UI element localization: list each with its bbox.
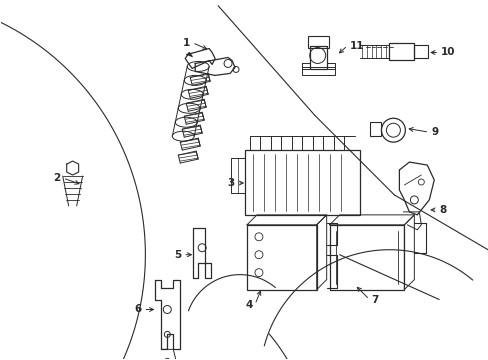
Text: 9: 9 (430, 127, 438, 137)
Bar (307, 36, 328, 48)
Bar (309, 45, 326, 69)
Text: 2: 2 (53, 173, 61, 183)
Bar (244, 150, 359, 215)
Bar (230, 158, 244, 193)
Bar (388, 42, 413, 60)
Text: 3: 3 (227, 178, 235, 188)
Bar (413, 45, 427, 58)
Text: 6: 6 (134, 305, 141, 315)
Bar (329, 225, 404, 289)
Text: 7: 7 (371, 294, 378, 305)
Text: 10: 10 (440, 48, 455, 58)
Text: 5: 5 (174, 250, 181, 260)
Text: 1: 1 (183, 37, 190, 48)
Bar (369, 122, 381, 136)
Text: 8: 8 (438, 205, 446, 215)
Text: 4: 4 (245, 300, 252, 310)
Bar (246, 225, 316, 289)
Text: 11: 11 (349, 41, 364, 50)
